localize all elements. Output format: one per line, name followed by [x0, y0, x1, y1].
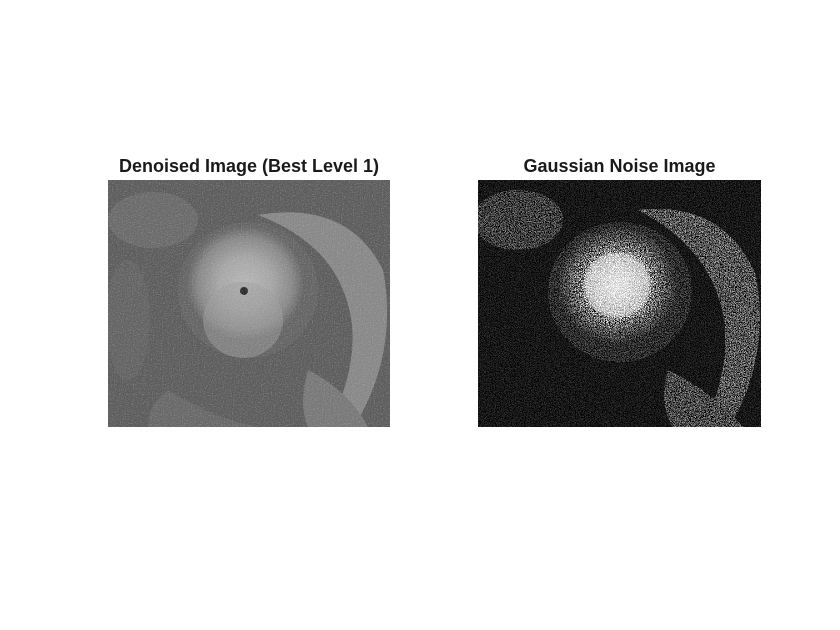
noisy-hurricane-image: [478, 180, 761, 427]
noisy-image-title: Gaussian Noise Image: [523, 156, 716, 176]
denoised-image-title: Denoised Image (Best Level 1): [118, 156, 380, 176]
denoised-hurricane-image: [108, 180, 390, 427]
denoised-image-panel: Denoised Image (Best Level 1): [108, 152, 390, 427]
noisy-image-panel: Gaussian Noise Image: [478, 152, 761, 427]
